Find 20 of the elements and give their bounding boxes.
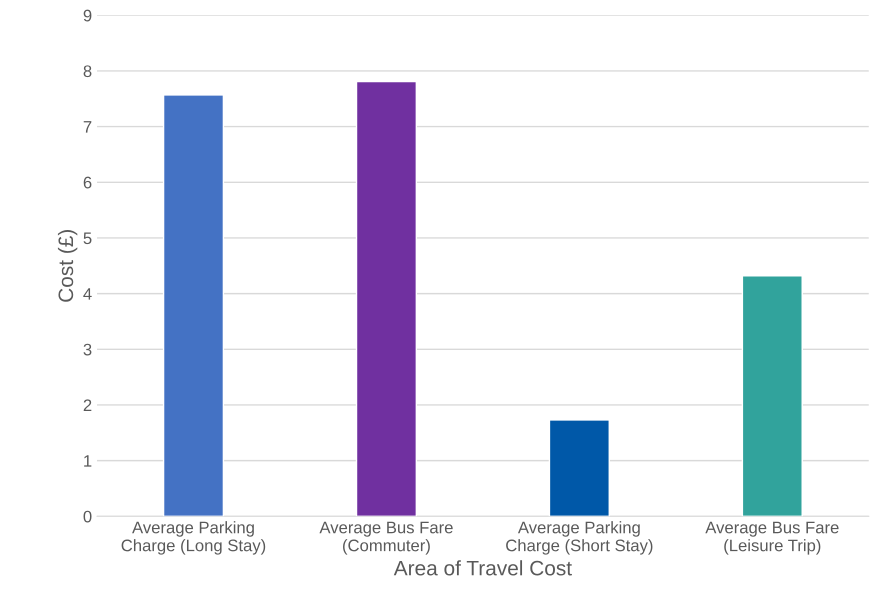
bar: [548, 419, 610, 516]
y-tick-label: 1: [84, 455, 92, 467]
bar: [162, 94, 224, 516]
x-tick-label: Average Bus Fare (Leisure Trip): [705, 522, 839, 555]
y-tick-label: 3: [84, 344, 92, 356]
x-axis-title: Area of Travel Cost: [394, 560, 572, 576]
x-tick-label: Average Parking Charge (Long Stay): [122, 521, 266, 555]
y-tick-label: 6: [84, 176, 92, 188]
bar: [742, 275, 803, 516]
y-tick-label: 2: [84, 399, 92, 411]
y-tick-label: 0: [84, 510, 92, 522]
y-tick-label: 9: [84, 10, 92, 22]
x-tick-label: Average Bus Fare (Commuter): [319, 522, 453, 555]
y-axis-title: Cost (£): [58, 230, 78, 302]
y-tick-label: 5: [84, 232, 92, 244]
y-tick-label: 8: [84, 65, 92, 78]
y-tick-label: 7: [84, 121, 92, 133]
x-tick-label: Average Parking Charge (Short Stay): [506, 521, 652, 555]
y-tick-label: 4: [83, 288, 92, 300]
bar: [356, 80, 418, 516]
